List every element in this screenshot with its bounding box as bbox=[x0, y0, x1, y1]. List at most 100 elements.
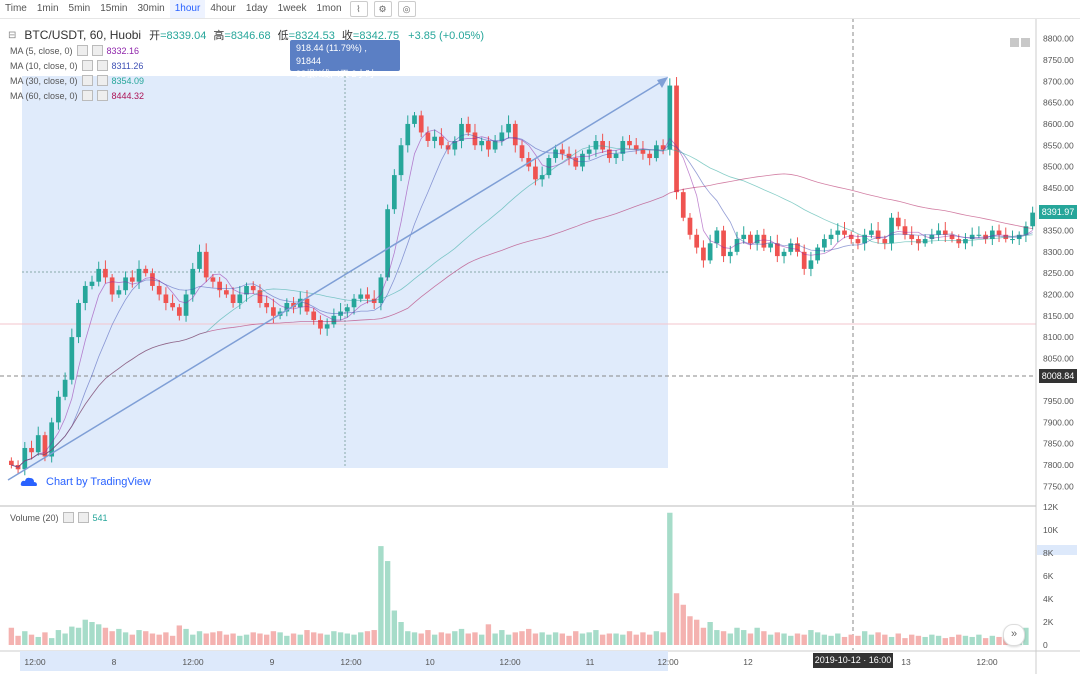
close-icon bbox=[77, 512, 89, 523]
timeframe-4hour[interactable]: 4hour bbox=[210, 3, 236, 14]
volume-bar bbox=[378, 546, 384, 645]
cloud-icon bbox=[20, 477, 37, 486]
candle-body bbox=[365, 294, 370, 299]
collapse-icon[interactable]: ⊟ bbox=[8, 29, 17, 41]
candle-body bbox=[452, 140, 458, 150]
volume-bar bbox=[512, 632, 518, 645]
chart-svg[interactable]: 8800.00 8750.00 8700.00 8650.00 8600.00 8550.… bbox=[0, 18, 1080, 679]
timeframe-15min[interactable]: 15min bbox=[100, 3, 128, 14]
candle-body bbox=[391, 175, 397, 210]
volume-bar bbox=[687, 616, 693, 645]
settings-icon bbox=[76, 45, 88, 56]
volume-bar bbox=[593, 630, 599, 645]
candle-body bbox=[741, 234, 747, 240]
volume-bar bbox=[767, 634, 774, 645]
candle-body bbox=[250, 285, 256, 291]
volume-bar bbox=[465, 633, 471, 645]
indicator-ma60[interactable]: MA (60, close, 0) 8444.32 bbox=[10, 90, 145, 101]
indicator-ma5[interactable]: MA (5, close, 0) 8332.16 bbox=[10, 45, 140, 56]
candle-body bbox=[956, 239, 962, 244]
volume-bar bbox=[841, 636, 848, 645]
volume-bar bbox=[895, 633, 901, 645]
candle-body bbox=[620, 140, 626, 154]
candle-body bbox=[781, 251, 787, 257]
volume-bar bbox=[304, 630, 310, 645]
chart-area[interactable]: 8800.00 8750.00 8700.00 8650.00 8600.00 8550.… bbox=[0, 18, 1080, 679]
candle-body bbox=[573, 158, 579, 167]
indicator-ma30[interactable]: MA (30, close, 0) 8354.09 bbox=[10, 75, 145, 86]
settings-icon[interactable]: ⚙ bbox=[373, 1, 392, 17]
candle-body bbox=[183, 294, 189, 316]
volume-bar bbox=[438, 632, 445, 645]
timeframe-1min[interactable]: 1min bbox=[36, 3, 59, 14]
volume-bar bbox=[700, 627, 707, 645]
timeframe-1week[interactable]: 1week bbox=[277, 3, 307, 14]
settings-icon bbox=[81, 90, 93, 101]
screenshot-icon[interactable]: ◎ bbox=[397, 1, 416, 17]
volume-bar bbox=[929, 634, 935, 645]
volume-bar bbox=[492, 633, 498, 645]
volume-bar bbox=[431, 634, 438, 645]
candle-body bbox=[801, 251, 807, 269]
volume-tick-label: 4K bbox=[1043, 594, 1054, 604]
volume-bar bbox=[505, 634, 512, 645]
volume-bar bbox=[324, 634, 330, 645]
timeframe-1hour[interactable]: 1hour bbox=[169, 0, 206, 18]
candle-body bbox=[143, 268, 149, 274]
volume-bar bbox=[935, 635, 942, 645]
candle-body bbox=[459, 123, 464, 141]
time-tick-label: 10 bbox=[425, 657, 435, 667]
volume-bar bbox=[331, 631, 337, 645]
price-tick-label: 8600.00 bbox=[1043, 119, 1074, 129]
candle-body bbox=[304, 298, 310, 312]
volume-bar bbox=[230, 633, 236, 645]
candle-body bbox=[734, 239, 740, 252]
scale-buttons[interactable] bbox=[1010, 38, 1030, 47]
candle-body bbox=[902, 226, 908, 235]
chart-type-icon[interactable]: ⌇ bbox=[349, 1, 368, 17]
scroll-forward-button[interactable]: » bbox=[1003, 624, 1025, 646]
volume-bar bbox=[149, 633, 156, 645]
timeframe-1mon[interactable]: 1mon bbox=[316, 3, 342, 14]
scale-down-icon bbox=[1010, 38, 1019, 47]
volume-bar bbox=[311, 632, 317, 645]
volume-bar bbox=[190, 634, 196, 645]
volume-bar bbox=[559, 633, 566, 645]
volume-bar bbox=[720, 631, 727, 645]
timeframe-5min[interactable]: 5min bbox=[68, 3, 91, 14]
time-tick-label: 12:00 bbox=[657, 657, 679, 667]
price-tick-label: 8450.00 bbox=[1043, 183, 1074, 193]
volume-bar bbox=[257, 633, 263, 645]
volume-bar bbox=[532, 633, 539, 645]
candle-body bbox=[580, 153, 585, 167]
tradingview-attribution[interactable]: Chart by TradingView bbox=[20, 476, 151, 488]
candle-body bbox=[176, 307, 182, 316]
candle-body bbox=[1010, 239, 1015, 241]
volume-bar bbox=[478, 634, 485, 645]
candle-body bbox=[465, 123, 471, 133]
candle-body bbox=[627, 140, 632, 146]
indicator-ma10[interactable]: MA (10, close, 0) 8311.26 bbox=[10, 60, 144, 71]
timeframe-30min[interactable]: 30min bbox=[137, 3, 165, 14]
candle-body bbox=[42, 435, 48, 457]
volume-bar bbox=[579, 633, 586, 645]
candle-body bbox=[748, 234, 753, 244]
candle-body bbox=[714, 230, 720, 244]
price-tick-label: 8750.00 bbox=[1043, 55, 1074, 65]
time-tick-label: 11 bbox=[586, 657, 595, 667]
volume-bar bbox=[774, 632, 781, 645]
volume-bar bbox=[949, 636, 955, 645]
timeframe-1day[interactable]: 1day bbox=[245, 3, 268, 14]
candle-body bbox=[949, 234, 955, 240]
volume-bar bbox=[747, 633, 754, 645]
candle-body bbox=[56, 396, 61, 423]
candle-body bbox=[613, 153, 619, 159]
volume-tick-label: 12K bbox=[1043, 502, 1058, 512]
volume-bar bbox=[606, 633, 613, 645]
timeframe-time[interactable]: Time bbox=[5, 3, 27, 14]
candle-body bbox=[89, 281, 95, 286]
candle-body bbox=[1023, 226, 1029, 235]
toolbar: Time 1min 5min 15min 30min 1hour 4hour 1day 1wee… bbox=[0, 0, 1080, 19]
candle-body bbox=[432, 136, 438, 141]
candle-body bbox=[311, 311, 317, 321]
